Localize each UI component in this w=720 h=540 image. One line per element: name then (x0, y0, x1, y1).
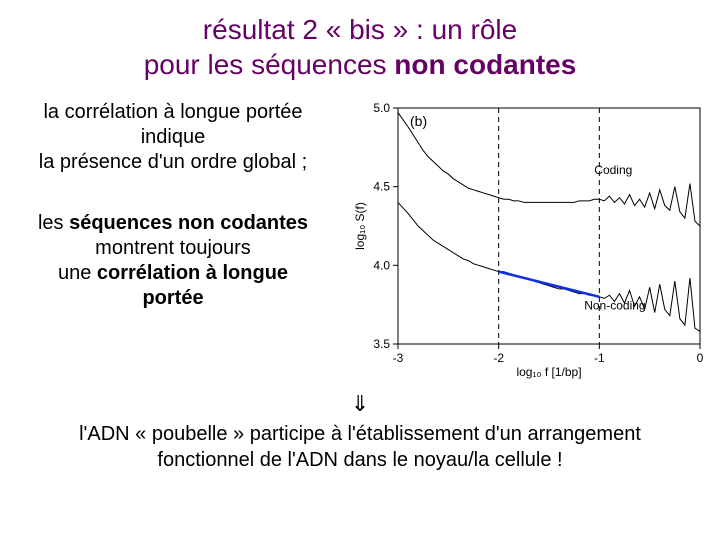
title-line2-pre: pour les séquences (144, 49, 395, 80)
paragraph-1: la corrélation à longue portée indique l… (12, 100, 334, 175)
right-column: 3.5 4.0 4.5 5.0 -3 -2 -1 0 Coding Non-coding (b) lo… (340, 100, 720, 380)
p2-l1-pre: les (38, 212, 69, 234)
conclusion-l1: l'ADN « poubelle » participe à l'établis… (79, 423, 641, 445)
title-line2-bold: non codantes (394, 49, 576, 80)
title-line1: résultat 2 « bis » : un rôle (203, 14, 517, 45)
content-row: la corrélation à longue portée indique l… (0, 100, 720, 380)
spectrum-chart: 3.5 4.0 4.5 5.0 -3 -2 -1 0 Coding Non-coding (b) lo… (350, 100, 710, 380)
down-arrow-icon: ⇓ (16, 390, 704, 419)
svg-text:log₁₀ S(f): log₁₀ S(f) (353, 202, 367, 250)
p2-l4-b: portée (142, 287, 203, 309)
svg-text:0: 0 (697, 351, 704, 365)
svg-text:4.0: 4.0 (373, 258, 390, 272)
p2-l2: montrent toujours (95, 237, 251, 259)
paragraph-2: les séquences non codantes montrent touj… (12, 211, 334, 311)
left-column: la corrélation à longue portée indique l… (0, 100, 340, 380)
p1-l3: la présence d'un ordre global ; (39, 151, 307, 173)
svg-text:4.5: 4.5 (373, 180, 390, 194)
svg-text:Coding: Coding (594, 163, 632, 177)
svg-text:-1: -1 (594, 351, 605, 365)
conclusion-block: ⇓ l'ADN « poubelle » participe à l'établ… (0, 390, 720, 473)
svg-text:log₁₀ f [1/bp]: log₁₀ f [1/bp] (516, 365, 581, 379)
p2-l1-b: séquences non codantes (69, 212, 308, 234)
svg-text:Non-coding: Non-coding (584, 298, 645, 312)
svg-text:(b): (b) (410, 113, 427, 129)
p2-l3-b: corrélation à longue (97, 262, 288, 284)
svg-text:-3: -3 (393, 351, 404, 365)
p2-l3-pre: une (58, 262, 97, 284)
p1-l1: la corrélation à longue portée (43, 101, 302, 123)
svg-text:3.5: 3.5 (373, 337, 390, 351)
svg-text:-2: -2 (493, 351, 504, 365)
svg-text:5.0: 5.0 (373, 101, 390, 115)
slide-title: résultat 2 « bis » : un rôle pour les sé… (0, 0, 720, 82)
p1-l2: indique (141, 126, 206, 148)
conclusion-l2: fonctionnel de l'ADN dans le noyau/la ce… (157, 449, 562, 471)
